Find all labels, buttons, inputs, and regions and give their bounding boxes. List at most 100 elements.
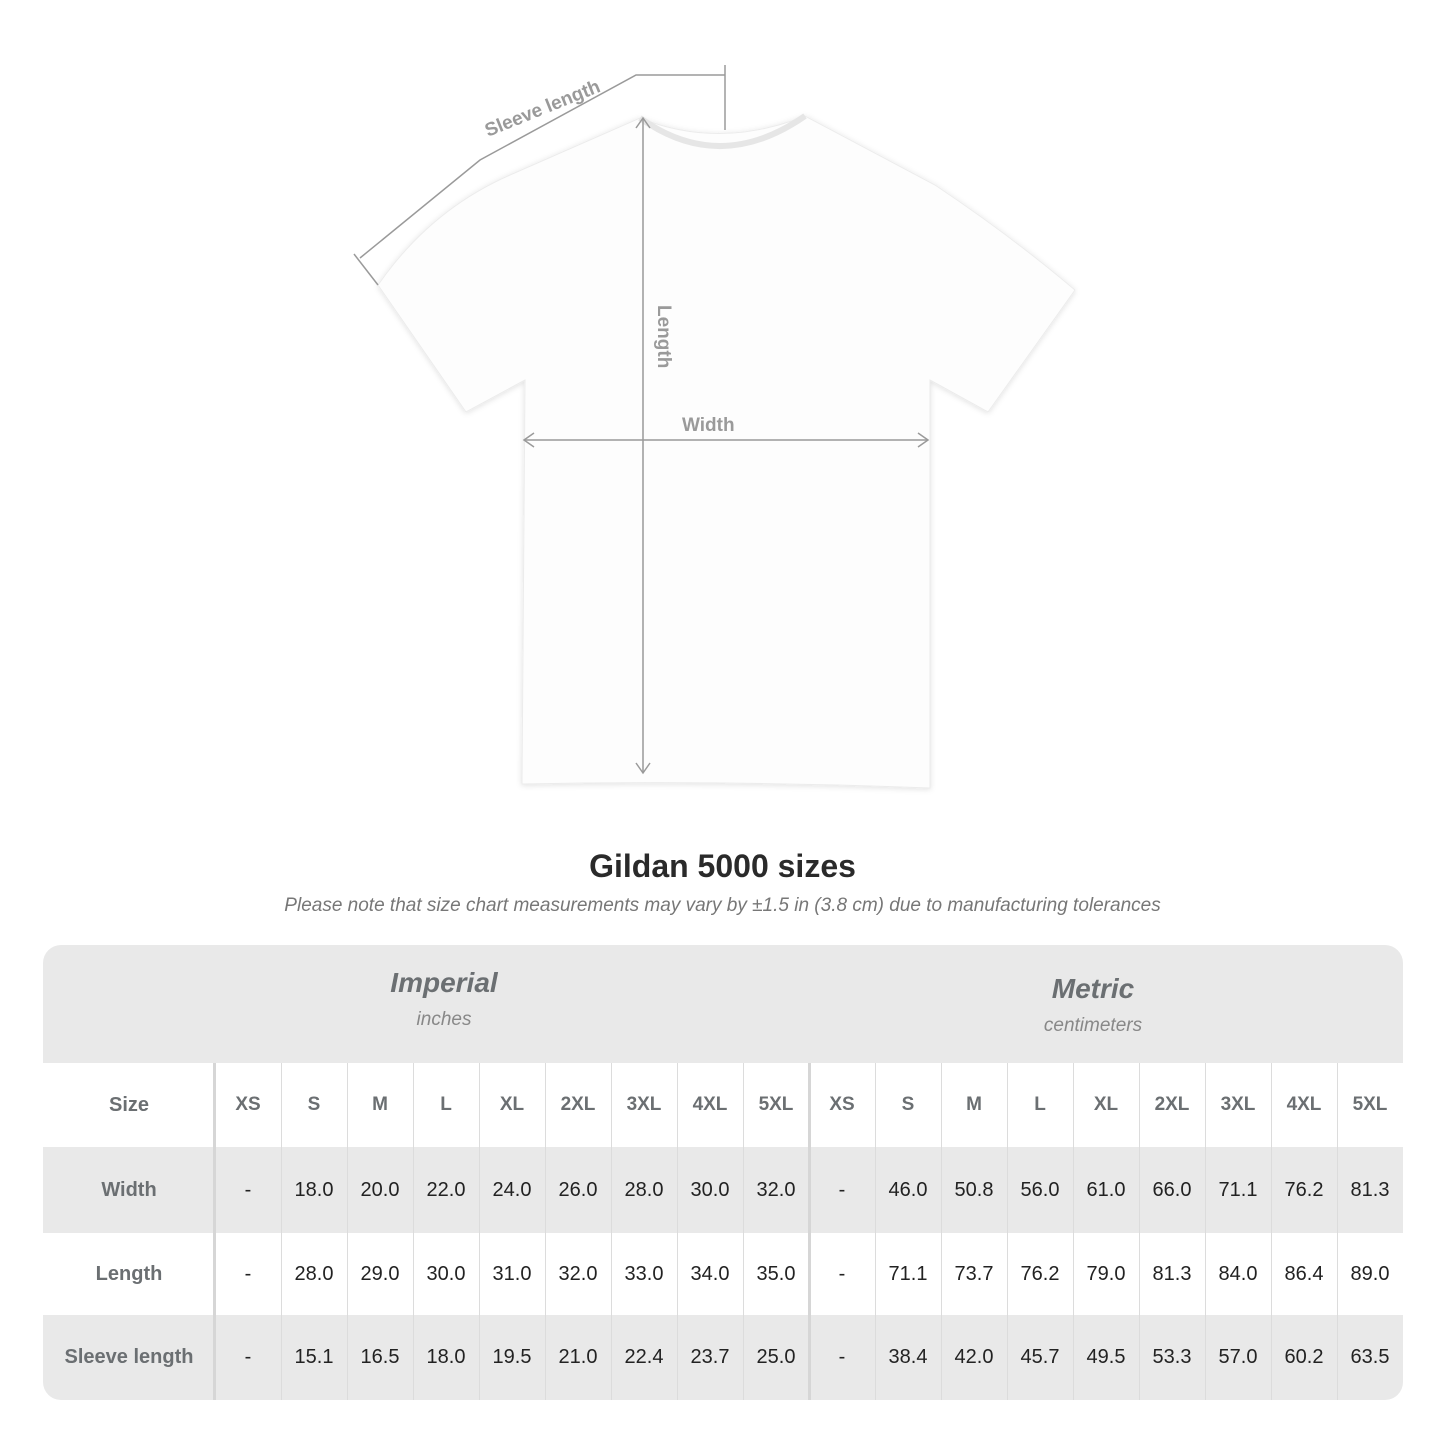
imperial-size-5XL: 5XL [758, 1094, 794, 1115]
imperial-width-cell: 20.0 [360, 1178, 400, 1201]
imperial-width-cell: 24.0 [492, 1178, 532, 1201]
metric-width-cell: 46.0 [888, 1178, 928, 1201]
imperial-width-cell: 28.0 [624, 1178, 664, 1201]
metric-sleeve-length-cell: 45.7 [1020, 1346, 1060, 1368]
imperial-size-XS: XS [235, 1094, 261, 1115]
metric-width-cell: 50.8 [954, 1178, 994, 1201]
metric-length-cell: 89.0 [1350, 1262, 1390, 1285]
metric-width-cell: 66.0 [1152, 1178, 1192, 1201]
metric-width-cell: - [838, 1178, 846, 1201]
metric-length-cell: 86.4 [1284, 1262, 1324, 1285]
column-divider [1337, 1063, 1338, 1400]
header-band [43, 945, 1403, 1063]
collar [638, 113, 807, 149]
metric-size-2XL: 2XL [1154, 1094, 1190, 1115]
metric-width-cell: 61.0 [1086, 1178, 1126, 1201]
imperial-sleeve-length-cell: - [244, 1346, 252, 1368]
row-band-width [43, 1147, 1403, 1233]
imperial-title: Imperial [390, 967, 498, 998]
metric-length-cell: 79.0 [1086, 1262, 1126, 1285]
imperial-size-4XL: 4XL [692, 1094, 728, 1115]
metric-unit: centimeters [1043, 1015, 1143, 1036]
metric-size-5XL: 5XL [1352, 1094, 1388, 1115]
row-label-width: Width [101, 1178, 157, 1201]
column-divider [347, 1063, 348, 1400]
row-band-sleeve [43, 1315, 1403, 1400]
imperial-size-S: S [307, 1094, 321, 1115]
metric-sleeve-length-cell: - [838, 1346, 846, 1368]
metric-size-S: S [901, 1094, 915, 1115]
row-label-length: Length [95, 1262, 163, 1285]
imperial-sleeve-length-cell: 22.4 [624, 1346, 664, 1368]
metric-title: Metric [1051, 973, 1135, 1004]
column-divider [479, 1063, 480, 1400]
column-divider [808, 1063, 811, 1400]
imperial-width-cell: 18.0 [294, 1178, 334, 1201]
column-divider [1271, 1063, 1272, 1400]
imperial-length-cell: 33.0 [624, 1262, 664, 1285]
imperial-width-cell: 32.0 [756, 1178, 796, 1201]
metric-length-cell: - [838, 1262, 846, 1285]
tolerance-note: Please note that size chart measurements… [284, 895, 1161, 916]
metric-width-cell: 76.2 [1284, 1178, 1324, 1201]
column-divider [1205, 1063, 1206, 1400]
row-label-sleeve-length: Sleeve length [64, 1346, 194, 1368]
imperial-length-cell: 28.0 [294, 1262, 334, 1285]
column-divider [281, 1063, 282, 1400]
imperial-length-cell: - [244, 1262, 252, 1285]
label-divider [213, 1063, 216, 1400]
column-divider [743, 1063, 744, 1400]
imperial-sleeve-length-cell: 19.5 [492, 1346, 532, 1368]
width-label: Width [682, 415, 735, 436]
column-divider [413, 1063, 414, 1400]
imperial-size-3XL: 3XL [626, 1094, 662, 1115]
metric-length-cell: 76.2 [1020, 1262, 1060, 1285]
metric-sleeve-length-cell: 53.3 [1152, 1346, 1192, 1368]
imperial-length-cell: 30.0 [426, 1262, 466, 1285]
imperial-sleeve-length-cell: 16.5 [360, 1346, 400, 1368]
imperial-length-cell: 34.0 [690, 1262, 730, 1285]
imperial-length-cell: 31.0 [492, 1262, 532, 1285]
metric-width-cell: 56.0 [1020, 1178, 1060, 1201]
metric-width-cell: 71.1 [1218, 1178, 1258, 1201]
metric-length-cell: 71.1 [888, 1262, 928, 1285]
metric-sleeve-length-cell: 42.0 [954, 1346, 994, 1368]
imperial-size-M: M [372, 1094, 388, 1115]
imperial-size-L: L [440, 1094, 452, 1115]
size-table: Imperial inches Metric centimeters Size X… [43, 945, 1403, 1400]
metric-sleeve-length-cell: 60.2 [1284, 1346, 1324, 1368]
column-divider [677, 1063, 678, 1400]
metric-sleeve-length-cell: 38.4 [888, 1346, 928, 1368]
metric-sleeve-length-cell: 57.0 [1218, 1346, 1258, 1368]
imperial-length-cell: 35.0 [756, 1262, 796, 1285]
metric-size-3XL: 3XL [1220, 1094, 1256, 1115]
metric-sleeve-length-cell: 63.5 [1350, 1346, 1390, 1368]
metric-sleeve-length-cell: 49.5 [1086, 1346, 1126, 1368]
sleeve-length-label: Sleeve length [482, 76, 603, 141]
imperial-length-cell: 29.0 [360, 1262, 400, 1285]
imperial-sleeve-length-cell: 18.0 [426, 1346, 466, 1368]
imperial-width-cell: 26.0 [558, 1178, 598, 1201]
metric-length-cell: 73.7 [954, 1262, 994, 1285]
imperial-size-2XL: 2XL [560, 1094, 596, 1115]
measure-lines [353, 65, 930, 775]
imperial-sleeve-length-cell: 25.0 [756, 1346, 796, 1368]
size-header-label: Size [108, 1093, 150, 1116]
imperial-width-cell: 22.0 [426, 1178, 466, 1201]
metric-header: Metric centimeters [808, 973, 1378, 1037]
column-divider [1073, 1063, 1074, 1400]
length-label: Length [653, 305, 674, 368]
imperial-width-cell: 30.0 [690, 1178, 730, 1201]
imperial-width-cell: - [244, 1178, 252, 1201]
column-divider [545, 1063, 546, 1400]
metric-length-cell: 84.0 [1218, 1262, 1258, 1285]
metric-length-cell: 81.3 [1152, 1262, 1192, 1285]
imperial-size-XL: XL [499, 1094, 525, 1115]
column-divider [1139, 1063, 1140, 1400]
imperial-sleeve-length-cell: 23.7 [690, 1346, 730, 1368]
column-divider [611, 1063, 612, 1400]
column-divider [875, 1063, 876, 1400]
metric-size-XS: XS [829, 1094, 855, 1115]
tshirt-diagram: Sleeve length Length Width [353, 65, 1076, 789]
imperial-header: Imperial inches [215, 967, 673, 1031]
